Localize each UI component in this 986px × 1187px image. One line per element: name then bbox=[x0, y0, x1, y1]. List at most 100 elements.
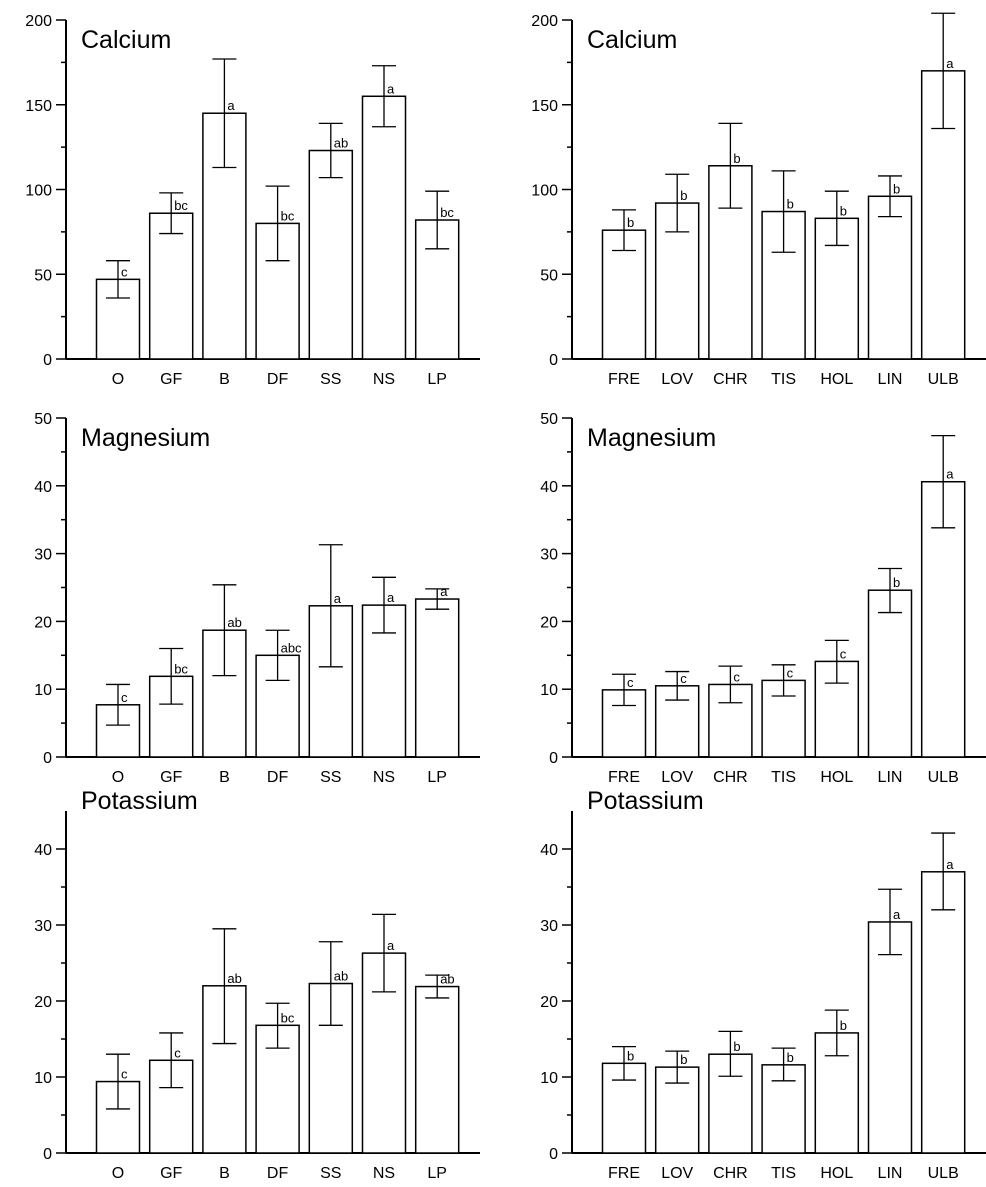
panel-2-sig-letter: a bbox=[946, 56, 954, 71]
panel-1-bar-ns bbox=[361, 95, 407, 360]
panel-4-ytick-label: 50 bbox=[540, 411, 558, 428]
panel-1-sig-letter: bc bbox=[440, 205, 454, 220]
panel-3-ytick-label: 0 bbox=[43, 750, 52, 767]
panel-2-ytick-label: 100 bbox=[531, 183, 558, 200]
panel-1-ytick-label: 100 bbox=[25, 183, 52, 200]
panel-5-sig-letter: ab bbox=[440, 972, 454, 987]
panel-5-ytick-label: 10 bbox=[34, 1070, 52, 1087]
panel-5-xtick-label: LP bbox=[427, 1165, 447, 1182]
panel-3-sig-letter: a bbox=[334, 591, 342, 606]
panel-4-xtick-label: CHR bbox=[713, 769, 748, 786]
panel-6-xtick-label: LIN bbox=[878, 1165, 903, 1182]
panel-6-ytick-label: 30 bbox=[540, 918, 558, 935]
panel-5-ytick-label: 0 bbox=[43, 1146, 52, 1163]
panel-4-ytick-label: 0 bbox=[549, 750, 558, 767]
panel-1-bar-gf bbox=[148, 212, 194, 360]
panel-4-xtick-label: FRE bbox=[608, 769, 640, 786]
panel-6-sig-letter: b bbox=[733, 1039, 740, 1054]
panel-2-sig-letter: b bbox=[733, 151, 740, 166]
panel-5-ytick-label: 20 bbox=[34, 994, 52, 1011]
panel-6-sig-letter: a bbox=[893, 907, 901, 922]
panel-4-sig-letter: c bbox=[733, 669, 740, 684]
panel-3-xtick-label: DF bbox=[267, 769, 289, 786]
panel-1-ytick-label: 150 bbox=[25, 98, 52, 115]
panel-5-xtick-label: B bbox=[219, 1165, 230, 1182]
panel-6-sig-letter: b bbox=[840, 1018, 847, 1033]
panel-1-xtick-label: LP bbox=[427, 371, 447, 388]
panel-2-bar-lin bbox=[867, 195, 913, 360]
panel-5-xtick-label: DF bbox=[267, 1165, 289, 1182]
panel-1-ytick-label: 50 bbox=[34, 267, 52, 284]
panel-3-xtick-label: NS bbox=[373, 769, 395, 786]
panel-6-ytick-label: 20 bbox=[540, 994, 558, 1011]
panel-5-sig-letter: ab bbox=[334, 969, 348, 984]
panel-6-xtick-label: HOL bbox=[820, 1165, 853, 1182]
panel-5-ytick-label: 30 bbox=[34, 918, 52, 935]
panel-6-ytick-label: 0 bbox=[549, 1146, 558, 1163]
panel-2-xtick-label: TIS bbox=[771, 371, 796, 388]
panel-3-sig-letter: abc bbox=[281, 640, 302, 655]
panel-3-xtick-label: B bbox=[219, 769, 230, 786]
panel-3-ytick-label: 10 bbox=[34, 682, 52, 699]
panel-2-xtick-label: ULB bbox=[928, 371, 959, 388]
panel-3-ytick-label: 40 bbox=[34, 479, 52, 496]
panel-1-xtick-label: B bbox=[219, 371, 230, 388]
panel-1-sig-letter: bc bbox=[174, 198, 188, 213]
panel-1-sig-letter: c bbox=[121, 264, 128, 279]
panel-5-xtick-label: NS bbox=[373, 1165, 395, 1182]
panel-1-bar-b bbox=[202, 112, 247, 360]
panel-1-xtick-label: NS bbox=[373, 371, 395, 388]
panel-3-xtick-label: GF bbox=[160, 769, 182, 786]
panel-5-sig-letter: c bbox=[174, 1045, 181, 1060]
panel-4-ytick-label: 30 bbox=[540, 547, 558, 564]
panel-4-bar-lov bbox=[654, 685, 700, 758]
panel-6-sig-letter: a bbox=[946, 857, 954, 872]
panel-1-xtick-label: SS bbox=[320, 371, 341, 388]
panel-3-sig-letter: bc bbox=[174, 661, 188, 676]
panel-5-title: Potassium bbox=[81, 787, 198, 815]
panel-1-sig-letter: a bbox=[227, 98, 235, 113]
panel-6-xtick-label: TIS bbox=[771, 1165, 796, 1182]
panel-4-title: Magnesium bbox=[587, 424, 716, 452]
panel-2-ytick-label: 0 bbox=[549, 352, 558, 369]
panel-3-sig-letter: c bbox=[121, 690, 128, 705]
panel-1-title: Calcium bbox=[81, 26, 171, 54]
panel-5-ytick-label: 40 bbox=[34, 842, 52, 859]
panel-3-title: Magnesium bbox=[81, 424, 210, 452]
panel-6-bar-ulb bbox=[920, 871, 966, 1154]
panel-2-sig-letter: b bbox=[680, 188, 687, 203]
panel-2-title: Calcium bbox=[587, 26, 677, 54]
panel-2-xtick-label: HOL bbox=[820, 371, 853, 388]
panel-4-sig-letter: c bbox=[787, 665, 794, 680]
panel-1-xtick-label: DF bbox=[267, 371, 289, 388]
panel-1-sig-letter: bc bbox=[281, 208, 295, 223]
panel-5-xtick-label: SS bbox=[320, 1165, 341, 1182]
panel-1-sig-letter: a bbox=[387, 81, 395, 96]
panel-2-sig-letter: b bbox=[840, 203, 847, 218]
panel-4-ytick-label: 40 bbox=[540, 479, 558, 496]
panel-6-bar-lin bbox=[867, 921, 913, 1154]
panel-1-ytick-label: 0 bbox=[43, 352, 52, 369]
panel-3-xtick-label: O bbox=[112, 769, 124, 786]
panel-3-ytick-label: 50 bbox=[34, 411, 52, 428]
panel-2-xtick-label: LOV bbox=[661, 371, 693, 388]
panel-2-xtick-label: FRE bbox=[608, 371, 640, 388]
panel-6-sig-letter: b bbox=[680, 1052, 687, 1067]
panel-3-sig-letter: a bbox=[440, 584, 448, 599]
panel-2-sig-letter: b bbox=[627, 215, 634, 230]
panel-6-title: Potassium bbox=[587, 787, 704, 815]
panel-3-xtick-label: SS bbox=[320, 769, 341, 786]
panel-5-xtick-label: GF bbox=[160, 1165, 182, 1182]
panel-1-xtick-label: O bbox=[112, 371, 124, 388]
panel-4-sig-letter: c bbox=[680, 671, 687, 686]
panel-2-ytick-label: 150 bbox=[531, 98, 558, 115]
panel-4-sig-letter: c bbox=[627, 675, 634, 690]
panel-3-xtick-label: LP bbox=[427, 769, 447, 786]
panel-6-xtick-label: FRE bbox=[608, 1165, 640, 1182]
panel-2-ytick-label: 50 bbox=[540, 267, 558, 284]
panel-2-ytick-label: 200 bbox=[531, 13, 558, 30]
panel-5-bar-lp bbox=[414, 985, 460, 1154]
panel-4-sig-letter: b bbox=[893, 575, 900, 590]
